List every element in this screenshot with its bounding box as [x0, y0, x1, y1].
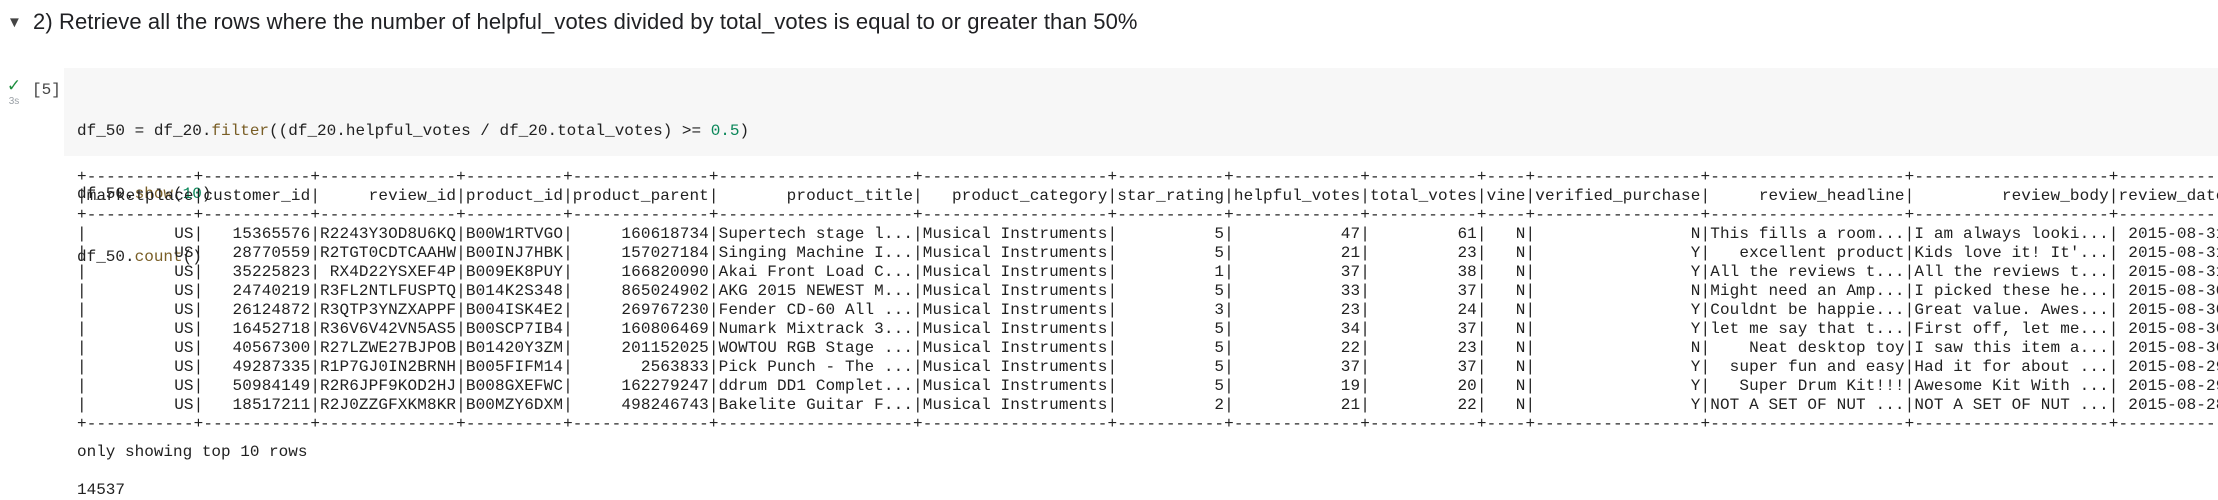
cell-gutter: ✓ 3s	[0, 76, 28, 108]
output-note: only showing top 10 rows	[77, 443, 308, 461]
code-line[interactable]: df_50 = df_20.filter((df_20.helpful_vote…	[77, 122, 750, 140]
section-header: ▼ 2) Retrieve all the rows where the num…	[0, 0, 2218, 44]
table-row: | US| 40567300|R27LZWE27BJPOB|B01420Y3ZM…	[77, 339, 2218, 357]
table-row: | US| 28770559|R2TGT0CDTCAAHW|B00INJ7HBK…	[77, 244, 2218, 262]
table-row: | US| 16452718|R36V6V42VN5AS5|B00SCP7IB4…	[77, 320, 2218, 338]
table-border: +-----------+-----------+--------------+…	[77, 206, 2218, 224]
table-row: | US| 15365576|R2243Y3OD8U6KQ|B00W1RTVGO…	[77, 225, 2218, 243]
table-header-row: |marketplace|customer_id| review_id|prod…	[77, 187, 2218, 205]
section-title: 2) Retrieve all the rows where the numbe…	[33, 9, 1138, 34]
table-row: | US| 24740219|R3FL2NTLFUSPTQ|B014K2S348…	[77, 282, 2218, 300]
output-count: 14537	[77, 481, 126, 499]
table-border: +-----------+-----------+--------------+…	[77, 168, 2218, 186]
code-line[interactable]: df_50.show(10)	[77, 185, 212, 203]
cell-output: +-----------+-----------+--------------+…	[77, 168, 2218, 500]
table-row: | US| 18517211|R2J0ZZGFXKM8KR|B00MZY6DXM…	[77, 396, 2218, 414]
execution-count[interactable]: [5]	[32, 81, 61, 99]
dataframe-table-output: +-----------+-----------+--------------+…	[77, 168, 2218, 434]
table-row: | US| 35225823| RX4D22YSXEF4P|B009EK8PUY…	[77, 263, 2218, 281]
table-row: | US| 50984149|R2R6JPF9KOD2HJ|B008GXEFWC…	[77, 377, 2218, 395]
table-row: | US| 26124872|R3QTP3YNZXAPPF|B004ISK4E2…	[77, 301, 2218, 319]
code-line[interactable]: df_50.count()	[77, 248, 202, 266]
run-time: 3s	[8, 96, 20, 107]
caret-down-icon[interactable]: ▼	[7, 13, 22, 31]
table-row: | US| 49287335|R1P7GJ0IN2BRNH|B005FIFM14…	[77, 358, 2218, 376]
code-editor[interactable]: df_50 = df_20.filter((df_20.helpful_vote…	[64, 68, 2218, 266]
table-border: +-----------+-----------+--------------+…	[77, 415, 2218, 433]
checkmark-icon: ✓	[6, 76, 22, 96]
